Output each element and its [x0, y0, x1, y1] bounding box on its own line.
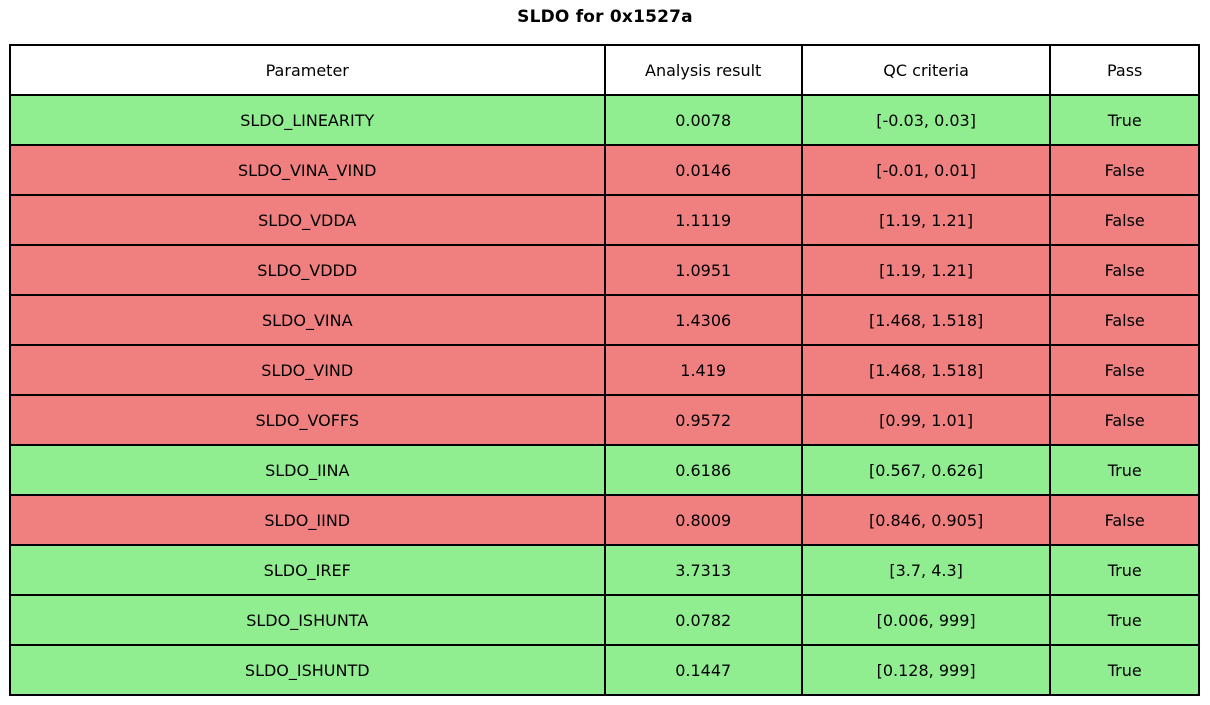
table-body: SLDO_LINEARITY 0.0078 [-0.03, 0.03] True SLD…: [9, 94, 1200, 696]
cell-result: 0.6186: [603, 444, 803, 496]
cell-result: 1.419: [603, 344, 803, 396]
cell-pass: False: [1049, 394, 1200, 446]
table-row: SLDO_LINEARITY 0.0078 [-0.03, 0.03] True: [9, 94, 1200, 146]
table-row: SLDO_IREF 3.7313 [3.7, 4.3] True: [9, 544, 1200, 596]
cell-parameter: SLDO_LINEARITY: [9, 94, 606, 146]
cell-criteria: [-0.03, 0.03]: [800, 94, 1052, 146]
cell-pass: False: [1049, 294, 1200, 346]
cell-result: 3.7313: [603, 544, 803, 596]
cell-result: 1.1119: [603, 194, 803, 246]
column-header-parameter: Parameter: [9, 44, 606, 96]
table-row: SLDO_IINA 0.6186 [0.567, 0.626] True: [9, 444, 1200, 496]
cell-pass: False: [1049, 494, 1200, 546]
cell-result: 0.0078: [603, 94, 803, 146]
cell-pass: True: [1049, 594, 1200, 646]
cell-parameter: SLDO_VDDD: [9, 244, 606, 296]
cell-pass: True: [1049, 444, 1200, 496]
table-row: SLDO_VINA_VIND 0.0146 [-0.01, 0.01] False: [9, 144, 1200, 196]
qc-results-table: Parameter Analysis result QC criteria Pa…: [9, 44, 1200, 696]
cell-result: 0.8009: [603, 494, 803, 546]
cell-result: 0.0146: [603, 144, 803, 196]
cell-pass: True: [1049, 644, 1200, 696]
column-header-qc-criteria: QC criteria: [800, 44, 1052, 96]
header-row: Parameter Analysis result QC criteria Pa…: [9, 44, 1200, 96]
cell-criteria: [1.468, 1.518]: [800, 344, 1052, 396]
cell-parameter: SLDO_VINA_VIND: [9, 144, 606, 196]
table-row: SLDO_VDDA 1.1119 [1.19, 1.21] False: [9, 194, 1200, 246]
cell-pass: False: [1049, 144, 1200, 196]
cell-result: 0.9572: [603, 394, 803, 446]
cell-parameter: SLDO_ISHUNTD: [9, 644, 606, 696]
cell-parameter: SLDO_IINA: [9, 444, 606, 496]
table-row: SLDO_IIND 0.8009 [0.846, 0.905] False: [9, 494, 1200, 546]
cell-criteria: [1.19, 1.21]: [800, 244, 1052, 296]
cell-parameter: SLDO_IREF: [9, 544, 606, 596]
page-title: SLDO for 0x1527a: [517, 7, 693, 27]
column-header-analysis-result: Analysis result: [603, 44, 803, 96]
cell-pass: False: [1049, 194, 1200, 246]
cell-criteria: [0.567, 0.626]: [800, 444, 1052, 496]
table-row: SLDO_VOFFS 0.9572 [0.99, 1.01] False: [9, 394, 1200, 446]
cell-parameter: SLDO_VDDA: [9, 194, 606, 246]
cell-parameter: SLDO_VINA: [9, 294, 606, 346]
table-row: SLDO_ISHUNTA 0.0782 [0.006, 999] True: [9, 594, 1200, 646]
cell-criteria: [0.006, 999]: [800, 594, 1052, 646]
cell-result: 1.4306: [603, 294, 803, 346]
cell-pass: True: [1049, 94, 1200, 146]
cell-criteria: [0.846, 0.905]: [800, 494, 1052, 546]
cell-pass: False: [1049, 244, 1200, 296]
table-row: SLDO_VDDD 1.0951 [1.19, 1.21] False: [9, 244, 1200, 296]
cell-criteria: [3.7, 4.3]: [800, 544, 1052, 596]
cell-pass: False: [1049, 344, 1200, 396]
cell-result: 0.1447: [603, 644, 803, 696]
cell-parameter: SLDO_VIND: [9, 344, 606, 396]
cell-criteria: [-0.01, 0.01]: [800, 144, 1052, 196]
cell-pass: True: [1049, 544, 1200, 596]
cell-criteria: [0.99, 1.01]: [800, 394, 1052, 446]
column-header-pass: Pass: [1049, 44, 1200, 96]
table-row: SLDO_VIND 1.419 [1.468, 1.518] False: [9, 344, 1200, 396]
cell-result: 1.0951: [603, 244, 803, 296]
cell-parameter: SLDO_ISHUNTA: [9, 594, 606, 646]
table-row: SLDO_VINA 1.4306 [1.468, 1.518] False: [9, 294, 1200, 346]
cell-parameter: SLDO_VOFFS: [9, 394, 606, 446]
cell-result: 0.0782: [603, 594, 803, 646]
cell-parameter: SLDO_IIND: [9, 494, 606, 546]
cell-criteria: [1.19, 1.21]: [800, 194, 1052, 246]
table-row: SLDO_ISHUNTD 0.1447 [0.128, 999] True: [9, 644, 1200, 696]
cell-criteria: [1.468, 1.518]: [800, 294, 1052, 346]
cell-criteria: [0.128, 999]: [800, 644, 1052, 696]
